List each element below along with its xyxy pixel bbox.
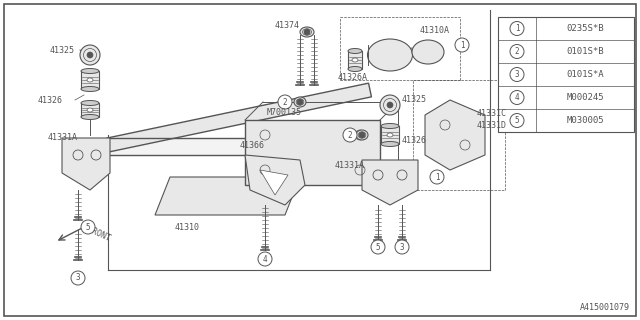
Ellipse shape — [81, 68, 99, 74]
Ellipse shape — [87, 108, 93, 112]
FancyBboxPatch shape — [245, 120, 380, 185]
Ellipse shape — [81, 100, 99, 106]
Ellipse shape — [367, 39, 413, 71]
Circle shape — [343, 128, 357, 142]
Text: 41325: 41325 — [402, 94, 427, 103]
Text: FRONT: FRONT — [85, 225, 111, 244]
Polygon shape — [62, 138, 110, 190]
Circle shape — [455, 38, 469, 52]
Ellipse shape — [387, 133, 393, 137]
Text: 41310: 41310 — [175, 222, 200, 231]
Ellipse shape — [412, 40, 444, 64]
Text: 41325: 41325 — [50, 45, 75, 54]
Polygon shape — [245, 155, 305, 205]
Circle shape — [510, 21, 524, 36]
Text: 41326: 41326 — [38, 95, 63, 105]
Circle shape — [278, 95, 292, 109]
Ellipse shape — [352, 58, 358, 62]
Polygon shape — [107, 83, 371, 152]
Ellipse shape — [380, 95, 400, 115]
Circle shape — [510, 68, 524, 82]
Circle shape — [387, 102, 393, 108]
FancyBboxPatch shape — [348, 51, 362, 69]
Ellipse shape — [348, 67, 362, 71]
Text: 0101S*A: 0101S*A — [566, 70, 604, 79]
Text: M030005: M030005 — [566, 116, 604, 125]
Circle shape — [81, 220, 95, 234]
Text: 5: 5 — [515, 116, 519, 125]
Text: 1: 1 — [515, 24, 519, 33]
Text: 1: 1 — [460, 41, 464, 50]
Text: 3: 3 — [400, 243, 404, 252]
Text: 0101S*B: 0101S*B — [566, 47, 604, 56]
Polygon shape — [362, 160, 418, 205]
Polygon shape — [425, 100, 485, 170]
Ellipse shape — [80, 45, 100, 65]
Circle shape — [510, 44, 524, 59]
Text: A415001079: A415001079 — [580, 303, 630, 312]
Text: 41326A: 41326A — [338, 73, 368, 82]
Circle shape — [71, 271, 85, 285]
Circle shape — [87, 52, 93, 58]
Text: 41331A: 41331A — [48, 132, 78, 141]
Text: 2: 2 — [283, 98, 287, 107]
Ellipse shape — [81, 115, 99, 119]
Ellipse shape — [87, 78, 93, 82]
Text: 41326: 41326 — [402, 135, 427, 145]
Text: 4: 4 — [262, 254, 268, 263]
Text: M700135: M700135 — [267, 108, 302, 116]
Text: 41374: 41374 — [275, 20, 300, 29]
Ellipse shape — [294, 97, 306, 107]
Ellipse shape — [381, 141, 399, 147]
Text: 5: 5 — [86, 222, 90, 231]
Ellipse shape — [348, 49, 362, 53]
FancyBboxPatch shape — [81, 71, 99, 89]
FancyBboxPatch shape — [81, 103, 99, 117]
Text: 41331D: 41331D — [477, 121, 507, 130]
Ellipse shape — [81, 86, 99, 92]
Text: 0235S*B: 0235S*B — [566, 24, 604, 33]
Circle shape — [395, 240, 409, 254]
Circle shape — [430, 170, 444, 184]
FancyBboxPatch shape — [498, 17, 634, 132]
Ellipse shape — [356, 130, 368, 140]
Text: 3: 3 — [515, 70, 519, 79]
Text: 2: 2 — [515, 47, 519, 56]
Text: 5: 5 — [376, 243, 380, 252]
Text: 4: 4 — [515, 93, 519, 102]
FancyBboxPatch shape — [381, 126, 399, 144]
Text: 2: 2 — [348, 131, 352, 140]
Circle shape — [297, 99, 303, 105]
Circle shape — [510, 114, 524, 127]
Ellipse shape — [381, 124, 399, 129]
Polygon shape — [260, 170, 288, 195]
Text: 41310A: 41310A — [420, 26, 450, 35]
Polygon shape — [155, 177, 300, 215]
Text: 41366: 41366 — [240, 140, 265, 149]
Circle shape — [304, 29, 310, 35]
Text: 41331A: 41331A — [335, 161, 365, 170]
Circle shape — [371, 240, 385, 254]
Text: 3: 3 — [76, 274, 80, 283]
Text: 1: 1 — [435, 172, 439, 181]
Circle shape — [510, 91, 524, 105]
Text: M000245: M000245 — [566, 93, 604, 102]
Circle shape — [359, 132, 365, 138]
Circle shape — [258, 252, 272, 266]
Text: 41331C: 41331C — [477, 108, 507, 117]
Ellipse shape — [300, 27, 314, 37]
